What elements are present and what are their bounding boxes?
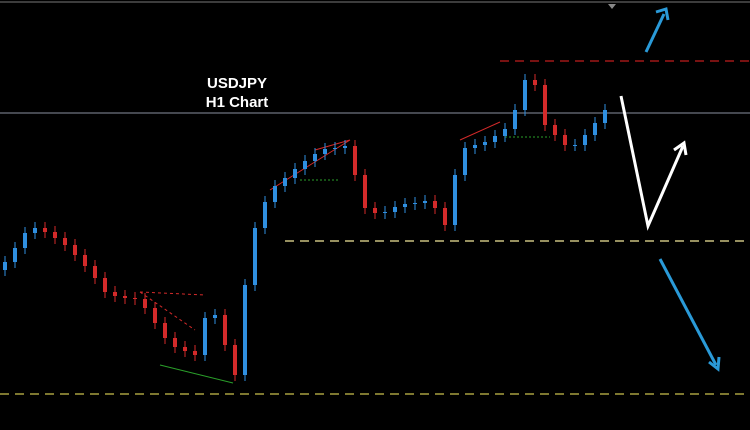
candle-body [173, 338, 177, 347]
candle-body [453, 175, 457, 225]
candle-body [273, 186, 277, 202]
candle-body [303, 161, 307, 169]
candle-body [473, 145, 477, 148]
candle-body [353, 146, 357, 175]
chart-title: USDJPY [207, 75, 267, 92]
candle-body [63, 238, 67, 245]
candle-body [43, 228, 47, 232]
candle-body [343, 146, 347, 148]
candle-body [553, 125, 557, 135]
candle-body [283, 178, 287, 186]
candle-body [233, 345, 237, 375]
arrows [619, 7, 721, 372]
candle-body [533, 80, 537, 85]
candle-body [513, 110, 517, 129]
candle-body [433, 201, 437, 208]
candle-body [213, 315, 217, 318]
candle-body [423, 201, 427, 203]
candle-body [153, 308, 157, 323]
candle-body [373, 208, 377, 213]
candle-body [593, 123, 597, 135]
candle-body [3, 262, 7, 270]
candle-body [183, 347, 187, 351]
candle-body [223, 315, 227, 345]
candle-body [413, 203, 417, 204]
candle-body [143, 299, 147, 308]
candle-body [383, 212, 387, 213]
candle-body [523, 80, 527, 110]
candle-body [573, 145, 577, 146]
candle-body [493, 136, 497, 142]
candle-body [83, 255, 87, 266]
candle-body [23, 233, 27, 248]
candle-body [443, 208, 447, 225]
candle-body [33, 228, 37, 233]
candle-body [363, 175, 367, 208]
candle-body [113, 292, 117, 296]
marker [608, 4, 616, 9]
candle-body [163, 323, 167, 338]
candle-body [393, 207, 397, 212]
pattern-lines [139, 121, 550, 384]
candle-body [93, 266, 97, 278]
chart-subtitle: H1 Chart [206, 94, 269, 111]
candle-body [323, 149, 327, 154]
candle-body [313, 154, 317, 161]
candle-body [463, 148, 467, 175]
candle-body [263, 202, 267, 228]
candle-body [123, 296, 127, 298]
candle-body [483, 142, 487, 145]
candle-body [333, 148, 337, 149]
candle-body [563, 135, 567, 145]
candle-body [583, 135, 587, 145]
candle-body [13, 248, 17, 262]
candle-body [73, 245, 77, 255]
candle-body [103, 278, 107, 292]
candle-body [203, 318, 207, 355]
candle-body [243, 285, 247, 375]
candle-body [503, 129, 507, 136]
candle-body [133, 298, 137, 299]
candle-body [543, 85, 547, 125]
candle-body [53, 232, 57, 238]
candle-body [293, 169, 297, 178]
candle-body [603, 110, 607, 123]
candle-body [253, 228, 257, 285]
candle-body [403, 204, 407, 207]
candle-body [193, 351, 197, 355]
